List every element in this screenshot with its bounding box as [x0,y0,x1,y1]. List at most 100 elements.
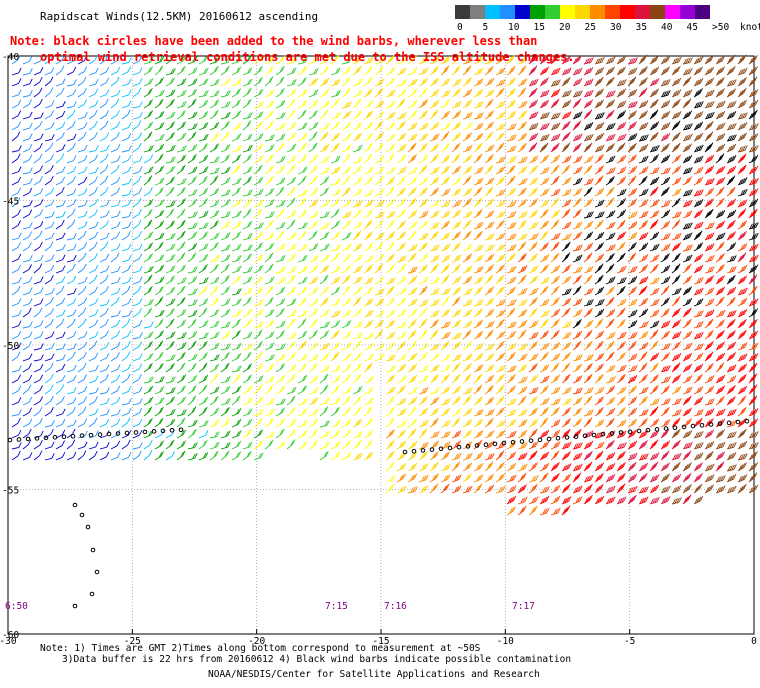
wind-barb [264,100,275,109]
wind-barb [220,111,231,120]
wind-barb [264,110,274,120]
wind-barb [143,88,153,98]
legend-swatch [545,5,560,19]
wind-barb [242,120,252,131]
wind-barb [231,88,241,98]
legend-swatch [560,5,575,19]
wind-barb [374,78,385,87]
wind-barb [528,54,538,65]
wind-barb [473,122,484,131]
legend-label: 10 [508,22,520,33]
wind-barb [704,111,715,120]
wind-barb [693,78,704,87]
wind-barb [539,66,550,76]
wind-barb [132,132,143,142]
wind-barb [275,76,285,87]
wind-barb [352,98,362,109]
wind-barb [748,54,758,65]
wind-barb [517,65,527,76]
wind-barb [539,89,550,98]
legend-labels: 0 5 10 15 20 25 30 35 40 45 >50 knots [457,22,760,33]
wind-barb [605,133,616,142]
wind-barb [429,133,440,142]
wind-barb [616,66,627,76]
wind-barb [374,100,385,109]
wind-barb [319,109,329,120]
wind-barb [77,66,88,76]
wind-barb [88,55,98,65]
wind-barb [374,111,385,120]
wind-barb [495,79,506,87]
wind-barb [176,100,187,109]
wind-barb [11,78,22,87]
wind-barb [396,112,407,120]
wind-barb [550,67,561,76]
wind-barb [649,66,660,76]
wind-barb [396,56,407,65]
wind-barb [363,110,374,120]
wind-barb [539,122,550,131]
wind-barb [352,65,362,76]
wind-barb [22,144,33,153]
wind-barb [330,132,341,142]
wind-barb [407,67,418,76]
wind-barb [209,132,220,142]
wind-barb [462,132,472,142]
wind-barb [704,100,715,109]
wind-barb [154,55,165,65]
wind-barb [22,133,33,142]
wind-barb [550,133,561,142]
wind-barb [209,78,220,87]
wind-barb [154,111,165,120]
wind-barb [638,54,648,65]
wind-barb [726,110,737,120]
wind-barb [286,56,297,65]
wind-barb [462,99,473,109]
wind-barb [22,111,33,120]
wind-barb [660,122,671,131]
wind-barb [440,110,451,120]
wind-barb [286,109,296,120]
wind-barb [198,55,209,65]
wind-barb [682,57,693,65]
wind-barb [550,142,560,153]
wind-barb [44,100,55,109]
wind-barb [616,79,627,87]
legend-label: knots [740,22,760,33]
wind-barb [55,110,66,120]
wind-barb [572,55,582,65]
wind-barb [352,78,363,87]
wind-barb [407,142,417,153]
wind-barb [99,144,110,153]
wind-barb [209,143,219,153]
wind-barb [66,142,76,153]
wind-barb [363,121,374,131]
wind-barb [451,54,461,65]
wind-barb [165,111,176,120]
wind-barb [495,55,505,65]
wind-barb [660,90,671,98]
wind-barb [627,110,637,120]
legend-swatch [515,5,530,19]
wind-barb [44,54,54,65]
wind-barb [363,65,373,76]
wind-barb [198,133,209,142]
wind-barb [484,65,494,76]
legend-swatch [470,5,485,19]
wind-barb [143,145,154,153]
wind-barb [319,100,330,109]
wind-barb [726,88,737,98]
wind-barb [473,142,483,153]
wind-barb [297,66,307,76]
wind-barb [143,57,154,65]
wind-barb [341,144,352,153]
wind-barb [99,89,110,98]
wind-barb [440,131,450,142]
wind-barb [165,54,175,65]
wind-barb [407,133,418,142]
wind-barb [154,134,165,142]
wind-barb [572,120,582,131]
wind-barb [407,122,418,131]
wind-barb [572,98,582,109]
wind-barb [363,99,374,109]
